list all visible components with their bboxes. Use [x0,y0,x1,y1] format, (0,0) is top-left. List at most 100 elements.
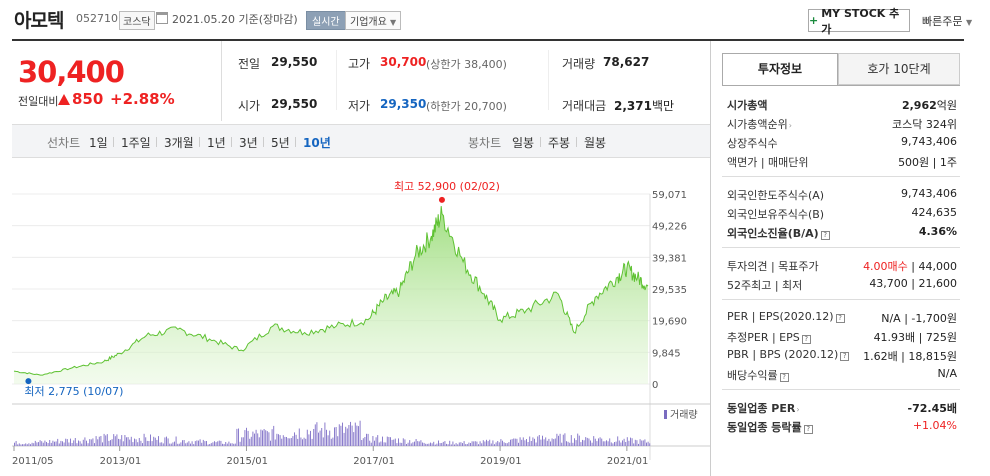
volume-bar [492,440,494,446]
quote-divider [336,50,337,110]
volume-bar [628,440,630,446]
volume-bar [463,441,465,446]
tab-daily-candle[interactable]: 일봉 [512,136,535,150]
volume-bar [204,441,206,446]
high-value: 30,700 [380,55,427,69]
tab-10year[interactable]: 10년 [303,136,331,150]
date-text: 2021.05.20 기준(장마감) [172,13,298,26]
low-label: 저가 [348,99,371,113]
volume-bar [313,429,315,446]
volume-bar [18,443,20,446]
help-icon: ? [840,352,850,361]
tab-1day[interactable]: 1일 [89,136,108,150]
volume-bar [82,439,84,446]
volume-bar [294,432,295,446]
volume-bar [182,440,183,446]
volume-bar [241,437,243,446]
tab-3month[interactable]: 3개월 [164,136,194,150]
volume-bar [119,439,121,446]
volume-bar [607,441,609,446]
volume-bar [575,440,577,446]
volume-bar [446,443,447,446]
volume-bar [590,440,591,446]
volume-bar [246,427,247,446]
volume-bar [218,440,220,446]
volume-bar [399,442,401,446]
volume-bar [559,433,561,446]
volume-bar [486,439,487,446]
y-tick-label: 9,845 [652,348,681,359]
volume-bar [273,425,275,446]
current-price: 30,400 [18,55,125,89]
volume-bar [30,444,31,446]
quick-order-label: 빠른주문 [922,15,963,28]
volume-bar [169,443,171,446]
volume-bar [572,442,574,446]
volume-bar [540,439,542,446]
volume-bar [487,441,489,446]
prev-compare-label: 전일대비 [18,95,59,108]
volume-bar [615,441,617,446]
volume-bar [121,435,123,446]
volume-bar [529,436,531,446]
volume-bar [34,440,36,446]
volume-bar [330,438,332,446]
volume-bar [50,442,52,446]
tab-weekly-candle[interactable]: 주봉 [548,136,571,150]
volume-bar [383,442,385,446]
volume-bar [548,438,550,446]
tab-3year[interactable]: 3년 [239,136,258,150]
volume-bar [612,443,614,446]
price-chart[interactable]: 59,071 49,226 39,381 29,535 19,690 9,845 0 201… [12,160,710,476]
volume-bar [434,444,436,446]
volume-bar [60,440,62,446]
tab-5year[interactable]: 5년 [271,136,290,150]
volume-bar [570,435,572,446]
volume-bar [319,430,321,446]
volume-bar [502,440,503,446]
volume-bar [271,429,273,446]
quick-order-button[interactable]: 빠른주문 ▼ [922,13,972,29]
tab-1year[interactable]: 1년 [207,136,226,150]
company-overview-button[interactable]: 기업개요 ▼ [345,11,402,30]
volume-bar [122,441,124,446]
volume-bar [236,428,238,446]
volume-bar [428,443,430,446]
tab-hoga-10[interactable]: 호가 10단계 [838,53,960,85]
tab-invest-info[interactable]: 투자정보 [722,53,838,85]
volume-bar [514,438,516,446]
volume-bar [359,420,361,446]
volume-bar [409,440,411,446]
tab-1week[interactable]: 1주일 [121,136,151,150]
realtime-button[interactable]: 실시간 [306,11,346,30]
open-label: 시가 [238,99,261,113]
x-tick-label: 2015/01 [226,456,268,467]
volume-bar [215,442,217,446]
volume-bar [137,442,139,446]
price-box [12,41,222,121]
volume-bar [631,438,633,446]
volume-bar [458,442,460,446]
row-per: PER | EPS(2020.12)? N/A | -1,700원 [727,310,957,325]
amount-label: 거래대금 [562,99,607,113]
tab-monthly-candle[interactable]: 월봉 [584,136,607,150]
volume-bar [497,441,499,446]
my-stock-add-button[interactable]: + MY STOCK 추가 [808,7,910,36]
volume-bar [466,444,468,446]
volume-bar [113,434,115,446]
volume-bar [385,442,387,446]
volume-bar [345,426,347,446]
volume-bar [25,443,27,446]
volume-bar [175,436,177,446]
y-tick-label: 49,226 [652,222,687,233]
volume-bar [457,444,459,446]
volume-bar [303,437,305,446]
line-chart-label: 선차트 [47,136,81,150]
volume-bar [431,443,433,446]
row-separator [722,299,960,300]
high-label: 고가 [348,57,371,71]
volume-bar [114,436,116,446]
volume-bar [551,438,553,446]
volume-bar [62,441,63,446]
volume-bar [334,427,335,446]
